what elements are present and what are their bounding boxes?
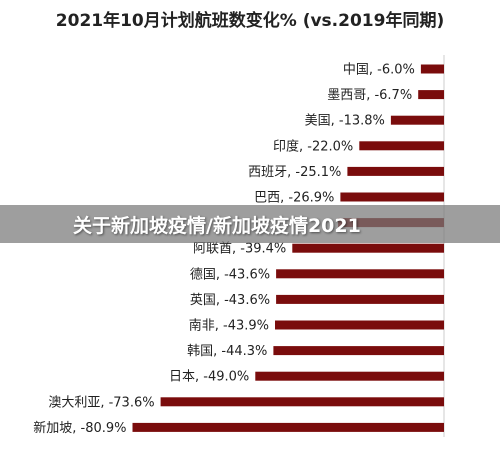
bar-label-2: 美国, -13.8% [305, 114, 385, 129]
bar-label-13: 澳大利亚, -73.6% [48, 394, 154, 410]
bar-label-8: 德国, -43.6% [190, 267, 270, 282]
bars-group [132, 64, 444, 432]
bar-2 [390, 115, 444, 125]
bar-label-10: 南非, -43.9% [189, 318, 269, 334]
bar-label-1: 墨西哥, -6.7% [327, 88, 412, 103]
bar-label-5: 巴西, -26.9% [254, 191, 334, 206]
bar-13 [160, 397, 444, 407]
watermark-banner [0, 205, 500, 243]
bar-11 [273, 346, 444, 356]
labels-group: 中国, -6.0% 墨西哥, -6.7% 美国, -13.8% 印度, -22.0% 西… [33, 63, 415, 436]
bar-label-9: 英国, -43.6% [190, 293, 270, 308]
bar-5 [340, 192, 444, 202]
bar-9 [276, 294, 444, 304]
chart-title: 2021年10月计划航班数变化% (vs.2019年同期) [56, 10, 444, 31]
bar-label-11: 韩国, -44.3% [187, 344, 267, 359]
bar-10 [275, 320, 444, 330]
bar-12 [255, 371, 444, 381]
bar-0 [420, 64, 444, 74]
bar-8 [276, 269, 444, 279]
bar-4 [347, 166, 444, 176]
bar-label-14: 新加坡, -80.9% [33, 420, 126, 436]
bar-label-12: 日本, -49.0% [169, 370, 249, 385]
bar-label-7: 阿联酋, -39.4% [193, 241, 286, 257]
bar-label-4: 西班牙, -25.1% [248, 165, 341, 180]
bar-label-0: 中国, -6.0% [343, 63, 415, 78]
bar-label-3: 印度, -22.0% [273, 138, 353, 154]
bar-7 [292, 243, 444, 253]
bar-1 [418, 90, 444, 100]
bar-14 [132, 422, 444, 432]
watermark-banner-text: 关于新加坡疫情/新加坡疫情2021 [73, 214, 361, 237]
bar-3 [359, 141, 444, 151]
